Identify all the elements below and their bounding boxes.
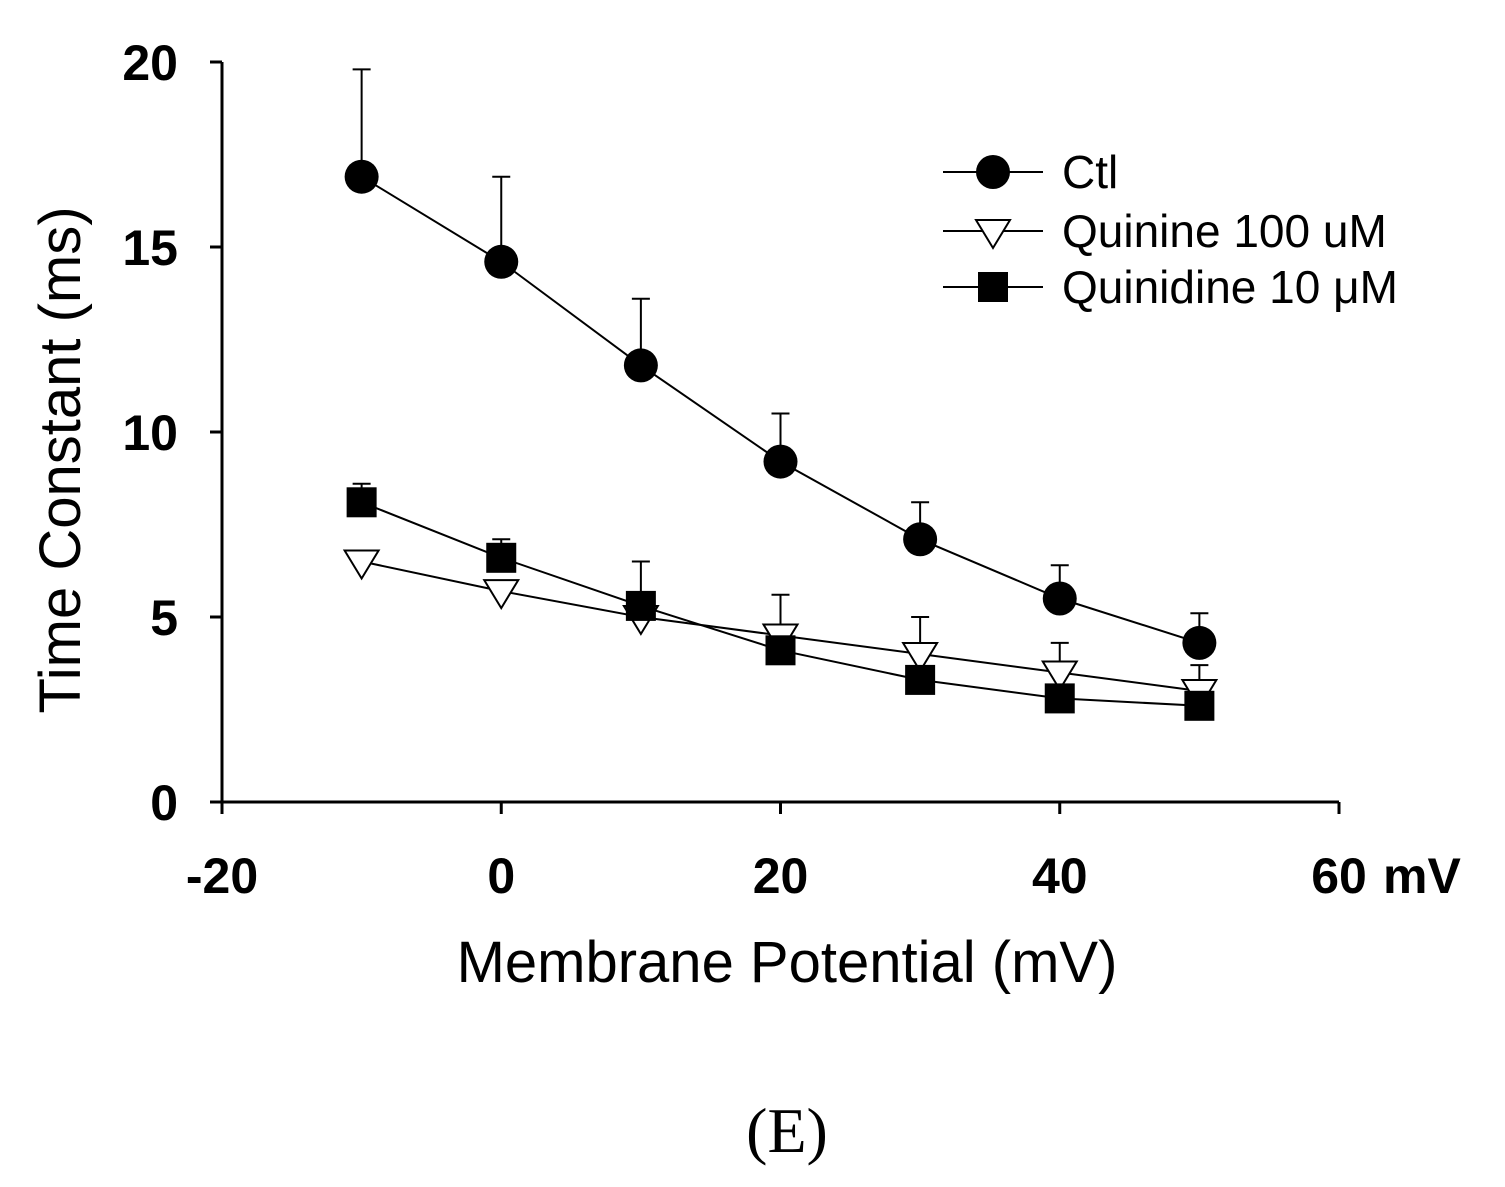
data-point [903,522,938,557]
series-quinidine-10-m [346,482,1215,721]
legend-marker [976,155,1010,189]
data-point [486,542,517,573]
data-point [1040,660,1079,692]
y-tick-label: 20 [122,35,178,91]
y-tick-label: 15 [122,220,178,276]
legend-item: Quinine 100 uM [943,205,1387,257]
y-tick-label: 5 [150,590,178,646]
x-ticks: -20 0 20 40 60 [186,802,1367,904]
x-tick-label: 0 [487,848,515,904]
data-point [1044,683,1075,714]
x-unit-label: mV [1383,848,1461,904]
legend-item: Quinidine 10 μM [943,261,1398,313]
legend-label: Quinine 100 uM [1062,205,1387,257]
data-point [625,590,656,621]
legend-label: Ctl [1062,146,1118,198]
data-point [484,244,519,279]
data-point [763,444,798,479]
y-tick-label: 0 [150,775,178,831]
x-tick-label: 20 [753,848,809,904]
y-ticks: 0 5 10 15 20 [122,35,222,831]
x-tick-label: 60 [1311,848,1367,904]
series-quinine-100-um [342,549,1219,710]
data-point [1042,581,1077,616]
data-point [344,159,379,194]
x-tick-label: -20 [186,848,258,904]
data-point [482,579,521,611]
panel-label: (E) [746,1095,828,1166]
data-point [342,549,381,581]
plot-area [342,68,1219,721]
data-point [905,664,936,695]
x-axis-title: Membrane Potential (mV) [457,930,1118,995]
legend-item: Ctl [943,146,1118,198]
data-point [765,635,796,666]
data-point [1184,690,1215,721]
legend-label: Quinidine 10 μM [1062,261,1398,313]
data-point [901,642,939,673]
data-point [346,487,377,518]
series-ctl [344,68,1217,660]
legend-marker [974,219,1012,250]
y-axis-title: Time Constant (ms) [28,206,93,713]
legend-marker [978,272,1008,302]
data-point [623,348,658,383]
y-tick-label: 10 [122,405,178,461]
data-point [1182,625,1217,660]
x-tick-label: 40 [1032,848,1088,904]
